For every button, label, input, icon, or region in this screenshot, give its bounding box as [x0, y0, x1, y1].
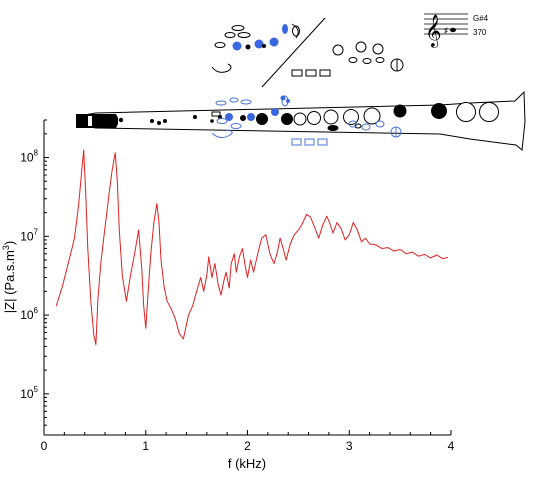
- y-tick-base: 10: [20, 387, 34, 401]
- y-tick-label: 108: [20, 149, 38, 165]
- series-layer: [55, 149, 449, 346]
- impedance-curve: [55, 149, 449, 346]
- y-axis-label-tail: ): [2, 241, 17, 245]
- y-tick-label: 105: [20, 385, 38, 401]
- keywork-blue: [211, 95, 402, 146]
- note-head-icon: [450, 27, 456, 33]
- y-tick-label: 107: [20, 227, 38, 243]
- tone-holes-large: [256, 102, 499, 126]
- y-tick-base: 10: [20, 151, 34, 165]
- y-tick-exponent: 7: [34, 227, 39, 236]
- note-name: G#4: [473, 14, 489, 23]
- x-tick-label: 4: [448, 439, 455, 453]
- y-tick-exponent: 8: [34, 149, 39, 158]
- fingering-keys-black: [245, 44, 266, 50]
- clarinet-mouthpiece: [76, 114, 118, 128]
- fingering-chart: [211, 17, 404, 88]
- staff-lines: [424, 13, 468, 35]
- x-tick-label: 2: [244, 439, 251, 453]
- tone-holes-pressed: [225, 108, 279, 121]
- x-tick-label: 3: [346, 439, 353, 453]
- fingering-keys-outline: [211, 17, 404, 88]
- y-tick-exponent: 6: [34, 306, 39, 315]
- clarinet-illustration: [76, 90, 526, 151]
- clarinet-barrel-ring: [88, 116, 92, 126]
- y-axis-label: |Z| (Pa.s.m3): [1, 241, 17, 313]
- keywork-black: [211, 111, 362, 131]
- note-frequency: 370: [473, 28, 487, 37]
- fingering-keys-pressed: [232, 24, 288, 51]
- y-axis-label-main: |Z| (Pa.s.m: [2, 250, 17, 313]
- x-axis-label: f (kHz): [228, 456, 266, 471]
- y-tick-exponent: 5: [34, 385, 39, 394]
- sharp-icon: ♯: [444, 26, 448, 35]
- x-tick-label: 1: [142, 439, 149, 453]
- keywork-blue-filled: [280, 95, 290, 103]
- x-ticks: 0 1 2 3 4: [41, 430, 455, 453]
- y-tick-base: 10: [20, 308, 34, 322]
- staff-notation: 𝄞 ♯ G#4 370: [424, 13, 489, 48]
- y-axis-label-exponent: 3: [1, 245, 11, 250]
- treble-clef-icon: 𝄞: [425, 14, 442, 48]
- y-tick-base: 10: [20, 229, 34, 243]
- y-tick-label: 106: [20, 306, 38, 322]
- x-tick-label: 0: [41, 439, 48, 453]
